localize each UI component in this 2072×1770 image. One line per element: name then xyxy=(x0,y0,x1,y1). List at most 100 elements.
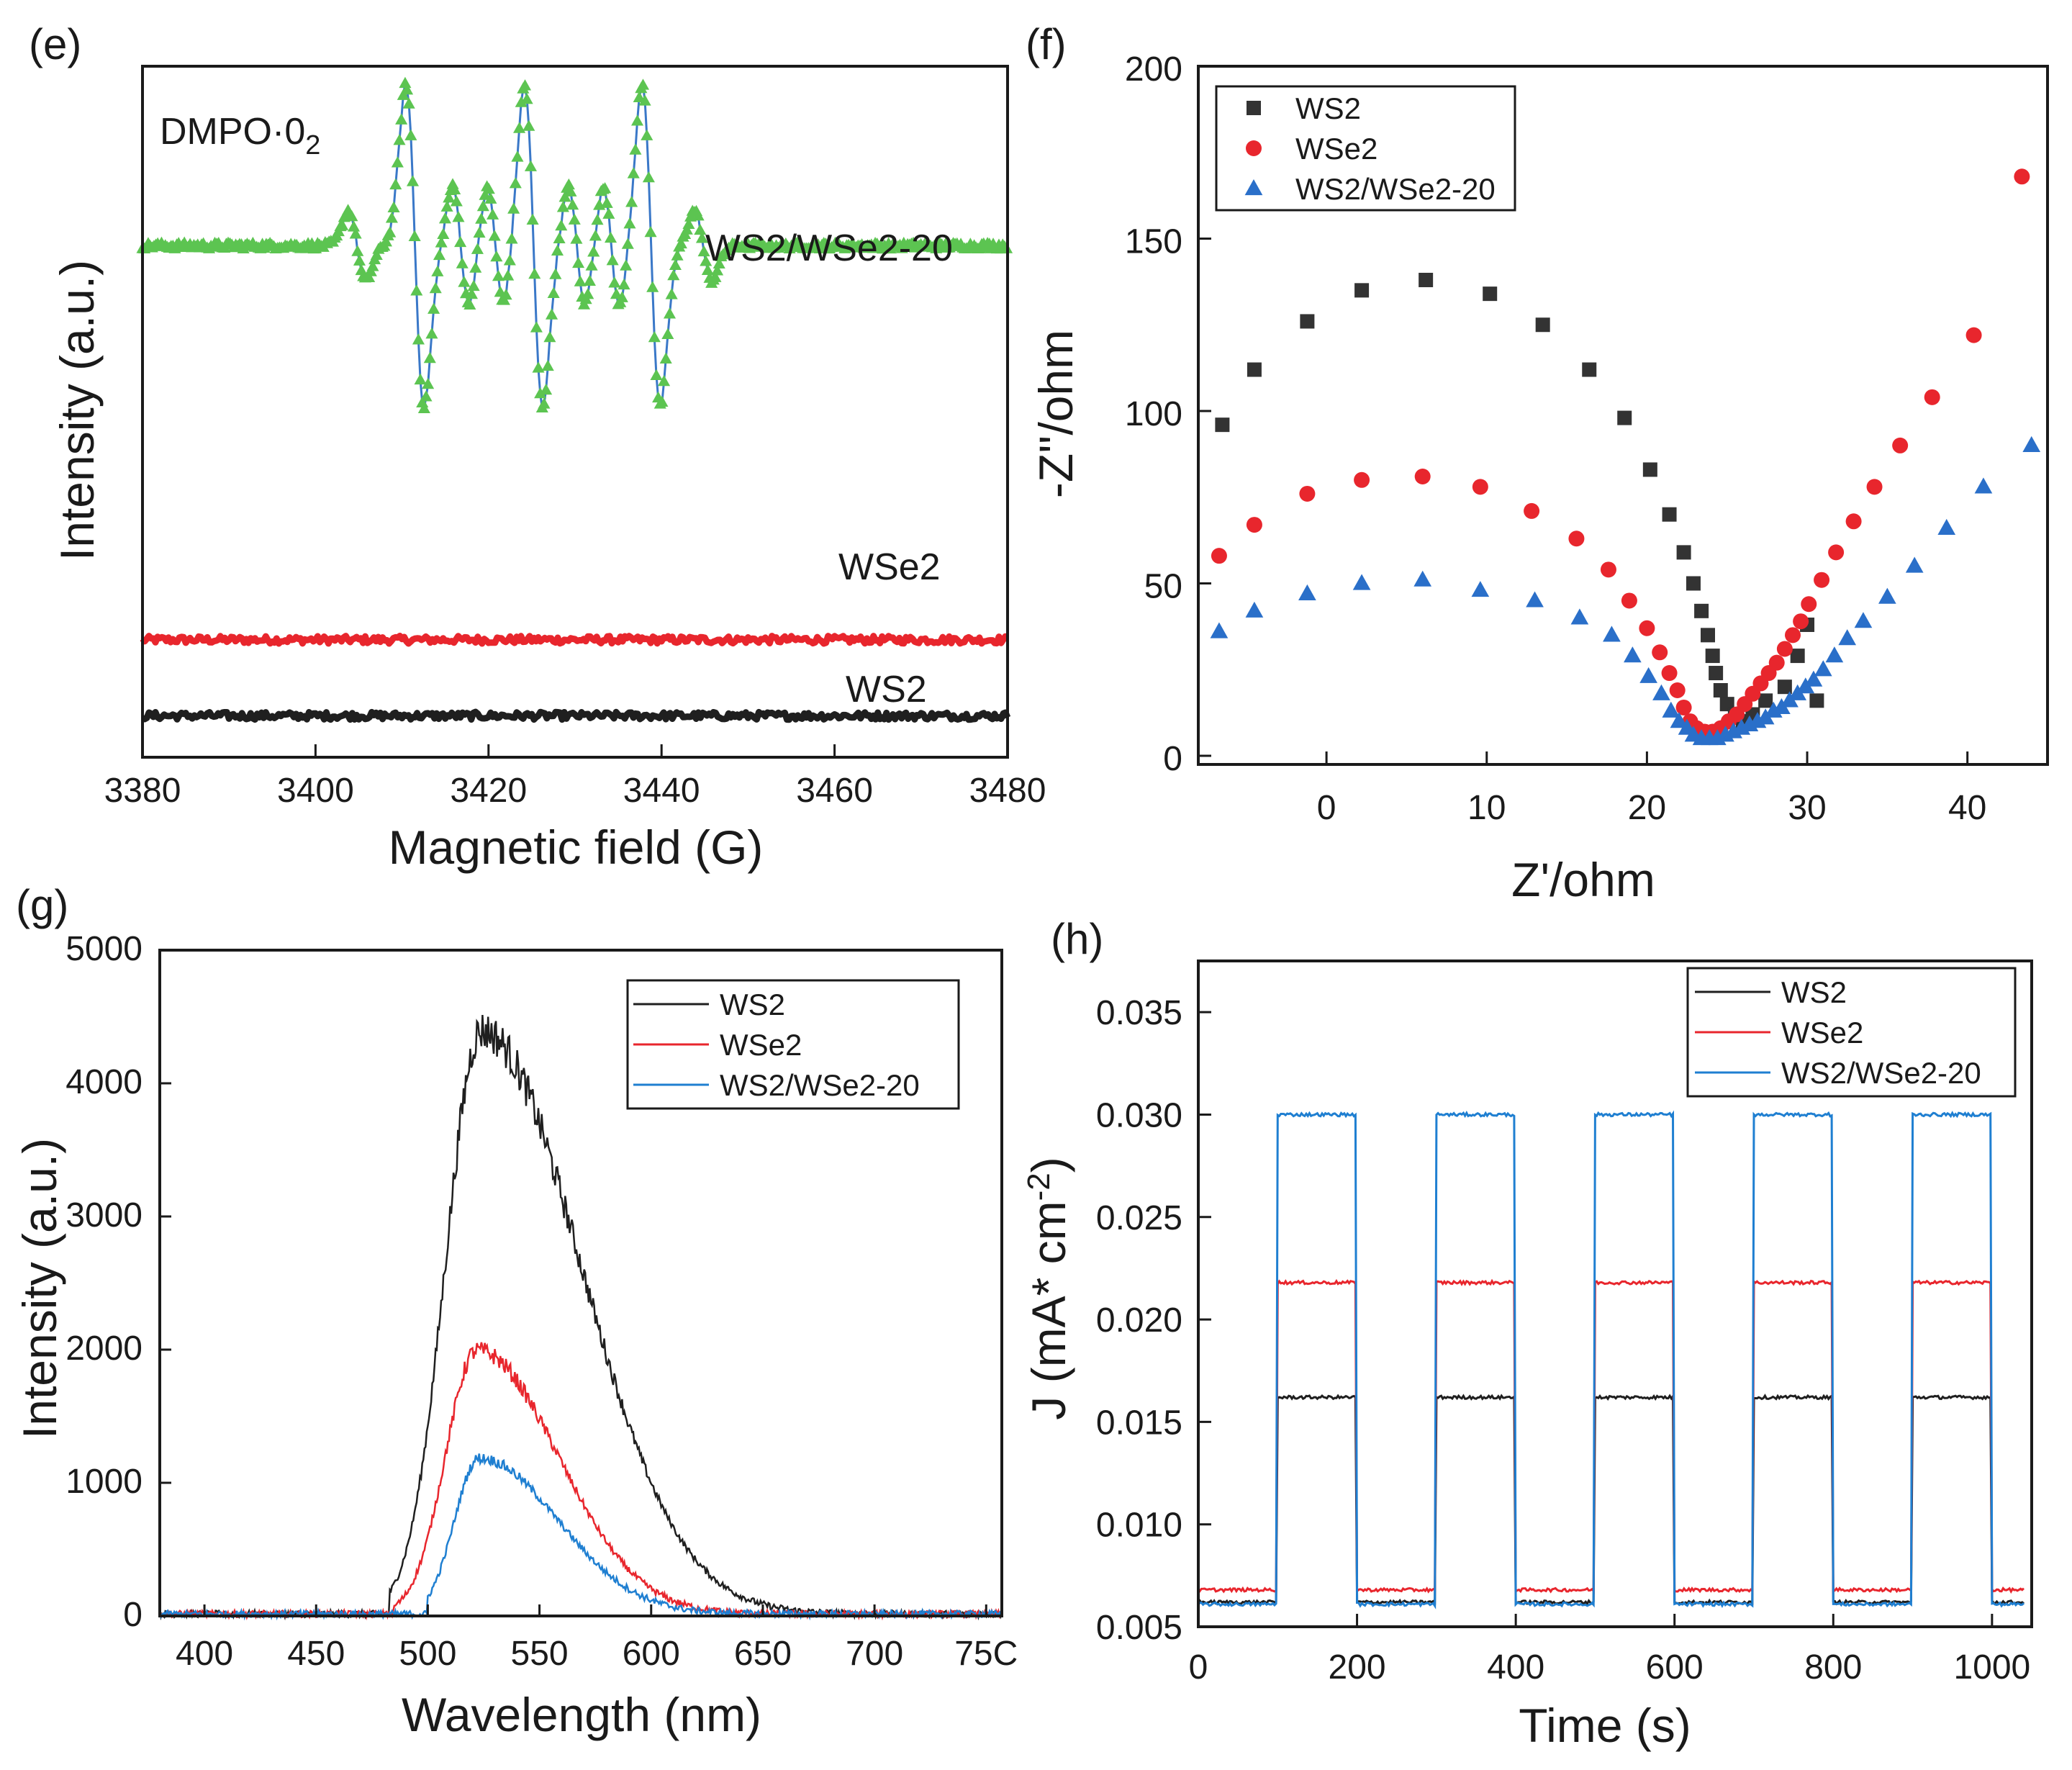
marker-point xyxy=(1621,592,1637,609)
marker-point xyxy=(1413,570,1432,587)
series-layer xyxy=(136,76,1013,723)
marker-point xyxy=(712,257,725,268)
marker-point xyxy=(701,263,714,276)
marker-point xyxy=(549,268,562,279)
marker-point xyxy=(406,175,420,186)
marker-point xyxy=(583,274,596,286)
marker-point xyxy=(1211,548,1227,564)
x-tick-label-0: 0 xyxy=(1317,789,1336,827)
marker-point xyxy=(363,271,376,282)
y-axis-title-end: ) xyxy=(1022,1157,1075,1173)
marker-point xyxy=(630,114,644,126)
marker-point xyxy=(399,76,412,89)
x-tick-label-7: 75C xyxy=(954,1635,1018,1673)
marker-point xyxy=(349,227,362,239)
label-ws2: WS2 xyxy=(846,669,927,710)
legend: WS2 WSe2 WS2/WSe2-20 xyxy=(626,979,960,1110)
marker-point xyxy=(1471,581,1490,597)
x-tick-label-5: 1000 xyxy=(1953,1648,2030,1687)
marker-point xyxy=(1215,417,1230,433)
label-ws2-wse2-20: WS2/WSe2-20 xyxy=(705,227,953,269)
marker-point xyxy=(1639,620,1655,636)
marker-point xyxy=(623,217,636,229)
marker-point xyxy=(469,261,482,273)
marker-point xyxy=(1814,660,1832,677)
marker-point xyxy=(530,321,543,333)
y-tick-label-5: 0.030 xyxy=(1096,1096,1182,1134)
marker-point xyxy=(414,373,427,385)
x-tick-label-5: 650 xyxy=(734,1635,792,1673)
x-tick-label-2: 500 xyxy=(399,1635,456,1673)
marker-point xyxy=(1705,649,1720,664)
marker-point xyxy=(490,250,503,262)
series-layer xyxy=(1197,1110,2025,1609)
marker-point xyxy=(625,196,638,207)
marker-point xyxy=(1642,462,1657,477)
marker-point xyxy=(393,134,406,145)
marker-point xyxy=(1676,545,1691,560)
marker-point xyxy=(1785,627,1801,644)
marker-point xyxy=(1776,641,1793,657)
marker-point xyxy=(2014,168,2030,185)
marker-point xyxy=(410,284,423,296)
marker-point xyxy=(347,220,361,232)
y-tick-label-3: 150 xyxy=(1125,223,1182,261)
plot-frame xyxy=(158,949,1003,1617)
x-tick-label-0: 3380 xyxy=(104,772,181,810)
marker-point xyxy=(585,259,598,271)
marker-point xyxy=(1701,628,1715,643)
marker-point xyxy=(417,402,430,413)
marker-point xyxy=(1414,469,1431,485)
marker-point xyxy=(680,223,693,235)
marker-point xyxy=(1600,561,1616,578)
marker-point xyxy=(484,192,497,204)
marker-point xyxy=(463,298,476,310)
y-axis-title-sup: -2 xyxy=(1021,1173,1057,1201)
marker-point xyxy=(438,212,452,224)
marker-point xyxy=(564,185,577,197)
marker-point xyxy=(1838,629,1857,646)
marker-point xyxy=(638,94,651,106)
marker-point xyxy=(1905,556,1924,573)
marker-point xyxy=(452,211,465,222)
legend-label-0: WS2 xyxy=(720,988,785,1021)
x-tick-label-2: 20 xyxy=(1628,789,1666,827)
marker-point xyxy=(458,276,471,287)
label-wse2: WSe2 xyxy=(838,546,941,588)
marker-point xyxy=(587,245,600,257)
panel-label-g: (g) xyxy=(16,881,68,929)
marker-point xyxy=(389,178,402,190)
marker-point xyxy=(1675,699,1692,715)
marker-point xyxy=(1878,587,1896,604)
marker-point xyxy=(661,328,674,340)
y-axis-title: J (mA* cm-2) xyxy=(1021,1157,1075,1419)
series-layer xyxy=(158,1015,1003,1621)
marker-point xyxy=(404,129,417,140)
marker-point xyxy=(370,248,383,261)
marker-point xyxy=(511,150,524,162)
marker-point xyxy=(526,213,539,225)
marker-point xyxy=(1247,362,1262,377)
marker-point xyxy=(568,213,581,225)
y-tick-label-0: 0 xyxy=(123,1596,142,1634)
marker-point xyxy=(487,208,499,220)
marker-point xyxy=(1669,682,1686,698)
x-tick-label-4: 3460 xyxy=(796,772,873,810)
y-tick-label-6: 0.035 xyxy=(1096,994,1182,1032)
marker-point xyxy=(1582,362,1597,377)
panel-label-f: (f) xyxy=(1026,20,1067,68)
marker-point xyxy=(454,235,467,248)
y-tick-label-1: 1000 xyxy=(65,1463,142,1501)
marker-point xyxy=(507,202,520,214)
legend-label-0: WS2 xyxy=(1781,975,1847,1009)
marker-point xyxy=(1758,693,1773,708)
marker-point xyxy=(540,383,553,395)
marker-point xyxy=(1603,626,1621,642)
marker-point xyxy=(515,96,528,107)
panel-label-e: (e) xyxy=(29,20,81,68)
marker-point xyxy=(541,359,554,371)
marker-point xyxy=(553,232,566,244)
marker-point xyxy=(629,143,642,155)
x-tick-label-5: 3480 xyxy=(969,772,1046,810)
